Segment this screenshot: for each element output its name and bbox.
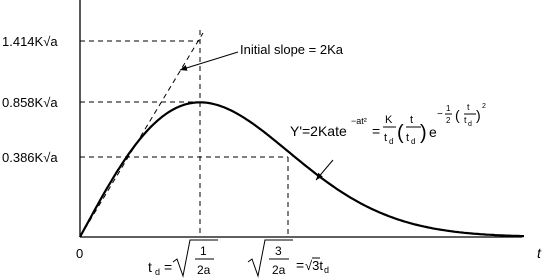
formula-part: t bbox=[410, 114, 413, 126]
sqrt3-part: √3t bbox=[305, 258, 323, 273]
tangent-line bbox=[79, 32, 204, 238]
radical bbox=[172, 239, 218, 278]
td-part: = bbox=[164, 259, 172, 275]
y-label: 0.386K√a bbox=[2, 150, 58, 165]
td-part: d bbox=[155, 267, 160, 277]
curve bbox=[79, 101, 524, 238]
annotation: Initial slope = 2Ka bbox=[240, 42, 344, 57]
td-part: 1 bbox=[200, 244, 207, 258]
y-label: 0.858K√a bbox=[2, 95, 58, 110]
formula-part: Y'=2Kate bbox=[290, 123, 347, 139]
formula-part: d bbox=[468, 121, 472, 128]
formula-part: ) bbox=[420, 122, 427, 144]
leader-arrow bbox=[315, 159, 334, 181]
formula-part: d bbox=[411, 137, 415, 146]
axis-label: t bbox=[537, 245, 542, 261]
sqrt3-part: 3 bbox=[275, 244, 282, 258]
formula-part: t bbox=[467, 102, 470, 112]
radical bbox=[247, 239, 293, 278]
formula-part: −at² bbox=[351, 116, 367, 126]
formula-part: d bbox=[389, 137, 393, 146]
formula-part: − bbox=[437, 109, 443, 120]
td-part: t bbox=[148, 259, 152, 275]
leader-arrow bbox=[179, 51, 239, 71]
formula-part: ( bbox=[455, 107, 460, 123]
origin-label: 0 bbox=[76, 246, 83, 261]
formula-part: ( bbox=[397, 122, 404, 144]
formula-part: 2 bbox=[482, 103, 486, 110]
formula-part: e bbox=[429, 124, 437, 140]
sqrt3-part: 2a bbox=[272, 263, 286, 277]
sqrt3-part: d bbox=[324, 265, 329, 275]
formula-part: = bbox=[372, 123, 380, 139]
td-part: 2a bbox=[197, 263, 211, 277]
formula-part: 1 bbox=[446, 104, 451, 113]
y-label: 1.414K√a bbox=[2, 34, 58, 49]
formula-part: t bbox=[384, 132, 387, 144]
formula-part: t bbox=[464, 115, 467, 125]
formula-part: 2 bbox=[446, 116, 451, 125]
sqrt3-part: = bbox=[296, 257, 304, 273]
formula-part: K bbox=[385, 114, 393, 126]
formula-part: ) bbox=[476, 107, 481, 123]
formula-part: t bbox=[406, 132, 409, 144]
